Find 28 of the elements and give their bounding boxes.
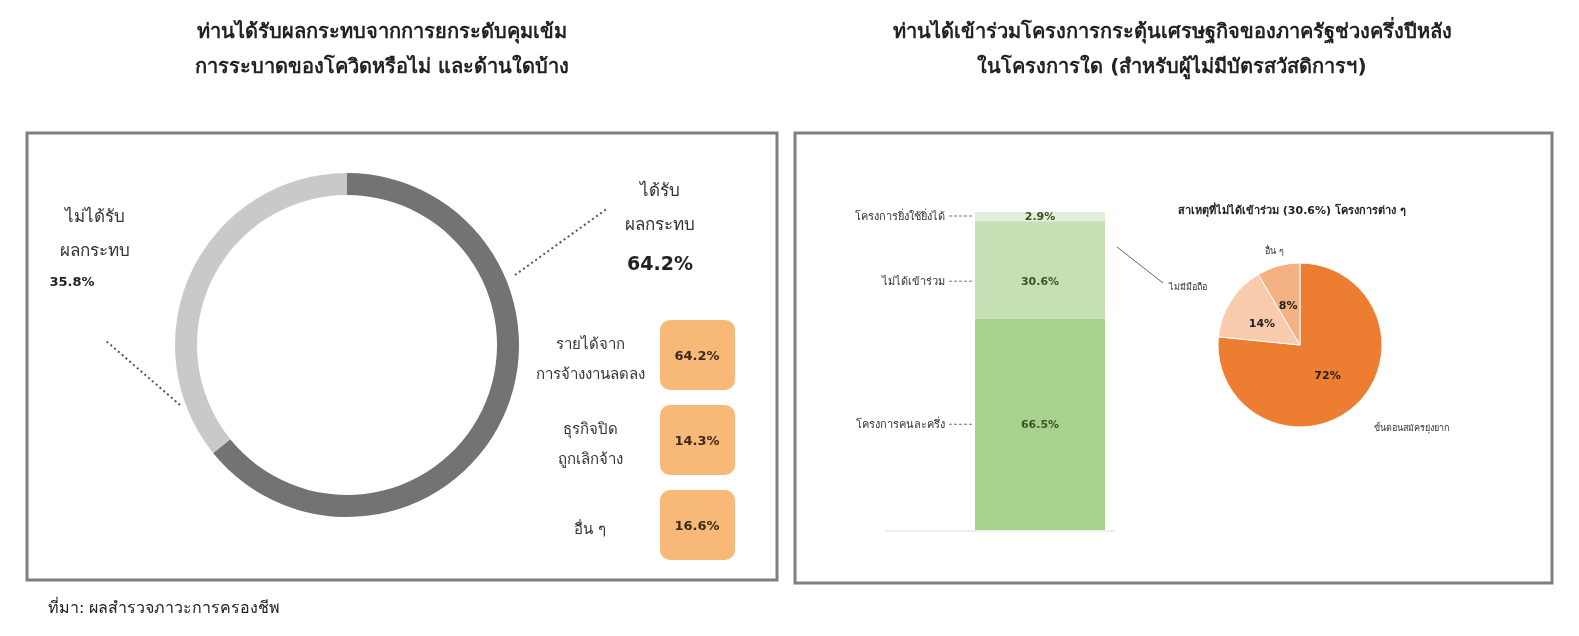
data-label: 30.6% xyxy=(1020,275,1060,289)
slice-label: ไม่มีมือถือ xyxy=(1168,281,1208,292)
slice-label: อื่น ๆ xyxy=(1264,244,1284,257)
donut-slice xyxy=(213,173,519,517)
data-label: 16.6% xyxy=(674,518,720,533)
data-label: 64.2% xyxy=(627,252,693,274)
category-label: รายได้จาก การจ้างงานลดลง xyxy=(535,335,645,383)
data-label: 66.5% xyxy=(1020,418,1060,432)
data-label: 72% xyxy=(1314,369,1341,383)
text: ท่านได้เข้าร่วมโครงการกระตุ้นเศรษฐกิจของภาครัฐช่วงครึ่งปีหลัง ในโครงการใด (สำหรับผู้ไม่มีบัตรสวัสดิการฯ) xyxy=(892,16,1452,80)
data-label: 35.8% xyxy=(49,274,95,289)
data-label: 64.2% xyxy=(674,348,720,363)
text: ที่มา: ผลสำรวจภาวะการครองชีพ xyxy=(48,596,281,617)
text: ไม่ได้เข้าร่วม xyxy=(881,275,945,289)
data-label: 2.9% xyxy=(1024,210,1056,223)
data-label: 14% xyxy=(1248,316,1276,330)
slice-label: ไม่ได้รับ ผลกระทบ xyxy=(60,206,130,260)
data-label: 8% xyxy=(1278,299,1298,313)
text: โครงการยิ่งใช้ยิ่งได้ xyxy=(855,208,945,223)
slice-label: ขั้นตอนสมัครยุ่งยาก xyxy=(1373,420,1449,434)
text: โครงการคนละครึ่ง xyxy=(856,416,945,432)
chart-title: สาเหตุที่ไม่ได้เข้าร่วม (30.6%) โครงการต่าง ๆ xyxy=(1178,202,1406,218)
chart-title: ท่านได้รับผลกระทบจากการยกระดับคุมเข้ม การระบาดของโควิดหรือไม่ และด้านใดบ้าง xyxy=(195,19,569,78)
category-label: อื่น ๆ xyxy=(574,518,606,538)
slice-label: ได้รับ ผลกระทบ xyxy=(625,180,695,234)
donut-slice xyxy=(175,173,347,453)
data-label: 14.3% xyxy=(674,433,720,448)
category-label: ธุรกิจปิด ถูกเลิกจ้าง xyxy=(557,420,623,468)
